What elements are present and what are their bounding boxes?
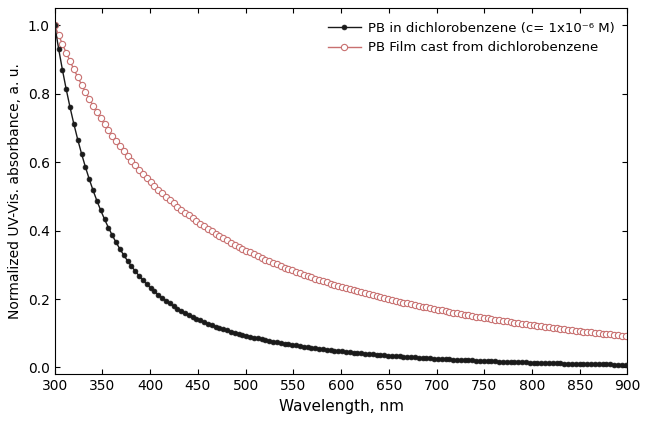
Y-axis label: Normalized UV-Vis. absorbance, a. u.: Normalized UV-Vis. absorbance, a. u. (8, 63, 22, 319)
PB Film cast from dichlorobenzene (390, 298, 398, 303)
PB Film cast from dichlorobenzene (570, 328, 578, 333)
Legend: PB in dichlorobenzene (c= 1x10⁻⁶ M), PB Film cast from dichlorobenzene: PB in dichlorobenzene (c= 1x10⁻⁶ M), PB … (321, 15, 621, 61)
Line: PB in dichlorobenzene (c= 1x10⁻⁶ M): PB in dichlorobenzene (c= 1x10⁻⁶ M) (53, 23, 630, 367)
PB in dichlorobenzene (c= 1x10⁻⁶ M) (533, 360, 541, 365)
PB in dichlorobenzene (c= 1x10⁻⁶ M) (51, 23, 58, 28)
PB in dichlorobenzene (c= 1x10⁻⁶ M) (390, 353, 398, 358)
PB Film cast from dichlorobenzene (392, 298, 400, 303)
PB Film cast from dichlorobenzene (624, 334, 631, 339)
PB in dichlorobenzene (c= 1x10⁻⁶ M) (624, 362, 631, 367)
PB Film cast from dichlorobenzene (53, 28, 60, 33)
PB Film cast from dichlorobenzene (51, 23, 58, 28)
PB in dichlorobenzene (c= 1x10⁻⁶ M) (570, 361, 578, 366)
Line: PB Film cast from dichlorobenzene: PB Film cast from dichlorobenzene (52, 22, 631, 339)
PB Film cast from dichlorobenzene (401, 300, 409, 306)
PB in dichlorobenzene (c= 1x10⁻⁶ M) (53, 35, 60, 40)
PB in dichlorobenzene (c= 1x10⁻⁶ M) (401, 354, 409, 359)
X-axis label: Wavelength, nm: Wavelength, nm (278, 399, 404, 414)
PB Film cast from dichlorobenzene (533, 323, 541, 328)
PB in dichlorobenzene (c= 1x10⁻⁶ M) (392, 354, 400, 359)
